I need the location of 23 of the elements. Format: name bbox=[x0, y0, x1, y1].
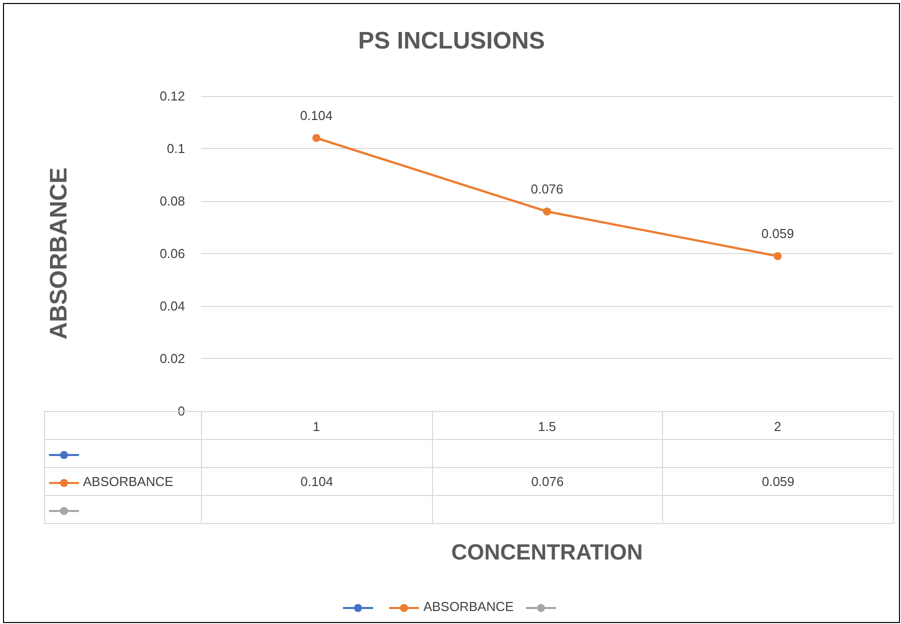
point bbox=[774, 252, 782, 260]
text: 0.076 bbox=[530, 182, 564, 196]
y-tick-label: 0.02 bbox=[160, 351, 185, 366]
x-axis-title: CONCENTRATION bbox=[451, 540, 643, 564]
y-axis-title: ABSORBANCE bbox=[46, 167, 72, 340]
point bbox=[543, 208, 551, 216]
data-label: 0.059 bbox=[662, 468, 894, 496]
point bbox=[312, 134, 320, 142]
y-tick-label: 0.08 bbox=[160, 194, 185, 208]
legend-label: ABSORBANCE bbox=[44, 468, 202, 496]
y-tick-label: 0.1 bbox=[166, 141, 185, 156]
x-tick-label: 1 bbox=[312, 419, 320, 434]
x-tick-label: 2 bbox=[774, 419, 782, 434]
y-tick-label: 0.12 bbox=[160, 88, 185, 104]
data-label: 0.104 bbox=[202, 468, 432, 496]
data-label: 0.076 bbox=[432, 468, 663, 496]
chart-title: PS INCLUSIONS bbox=[358, 28, 545, 54]
y-tick-label: 0.06 bbox=[160, 246, 185, 261]
text: ABSORBANCE bbox=[423, 599, 514, 614]
text: 0.059 bbox=[761, 226, 794, 242]
x-tick-label: 1.5 bbox=[538, 419, 556, 434]
text: 0.104 bbox=[300, 108, 333, 123]
y-tick-label: 0.04 bbox=[160, 298, 185, 314]
